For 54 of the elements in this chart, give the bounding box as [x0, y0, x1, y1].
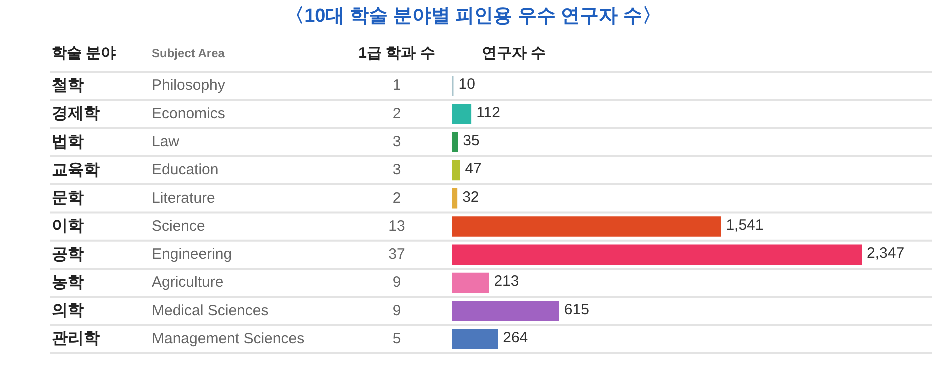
- bar: [452, 329, 498, 350]
- y-tick-label: 공학: [52, 246, 84, 264]
- data-label: 264: [503, 329, 528, 346]
- bar: [452, 104, 472, 124]
- bar: [452, 244, 862, 266]
- text: 학술 분야: [52, 45, 116, 62]
- text: 1: [392, 77, 402, 94]
- text: 5: [392, 330, 402, 348]
- text: Subject Area: [152, 46, 226, 60]
- text: 9: [392, 302, 402, 320]
- y-tick-label: 교육학: [52, 162, 100, 179]
- text: 3: [392, 133, 402, 150]
- y-tick-label: 철학: [52, 77, 84, 94]
- y-tick-label: 농학: [52, 274, 84, 292]
- text: Agriculture: [152, 274, 224, 292]
- text: Education: [152, 162, 219, 179]
- text: Literature: [152, 190, 216, 207]
- data-label: 615: [564, 301, 590, 318]
- bar: [452, 160, 460, 181]
- bar: [452, 301, 560, 322]
- text: Medical Sciences: [152, 302, 269, 320]
- text: 37: [388, 246, 406, 264]
- data-label: 32: [462, 188, 480, 206]
- chart-title: 〈10대 학술 분야별 피인용 우수 연구자 수〉: [284, 5, 662, 29]
- data-label: 2,347: [867, 245, 905, 262]
- bar: [452, 132, 458, 152]
- data-label: 47: [465, 160, 482, 178]
- text: 2: [392, 190, 402, 207]
- text: Engineering: [152, 246, 232, 264]
- data-label: 35: [463, 132, 480, 150]
- text: Economics: [152, 105, 226, 122]
- text: Law: [152, 133, 180, 150]
- text: 13: [388, 218, 406, 235]
- text: Management Sciences: [152, 330, 305, 348]
- data-label: 112: [476, 104, 500, 122]
- text: Science: [152, 218, 206, 235]
- data-label: 1,541: [726, 216, 764, 234]
- y-tick-label: 관리학: [52, 330, 100, 348]
- bar: [452, 188, 458, 209]
- data-label: 10: [458, 76, 476, 94]
- y-tick-label: 문학: [52, 190, 84, 208]
- data-label: 213: [494, 273, 520, 290]
- bar: [452, 272, 490, 294]
- text: 연구자 수: [482, 45, 546, 62]
- text: Philosophy: [152, 77, 226, 94]
- y-tick-label: 경제학: [52, 106, 100, 123]
- text: 9: [392, 274, 402, 292]
- bar: [452, 216, 722, 237]
- y-tick-label: 법학: [52, 134, 84, 151]
- text: 3: [392, 162, 402, 179]
- text: 1급 학과 수: [358, 45, 436, 62]
- text: 2: [392, 105, 402, 122]
- y-tick-label: 의학: [52, 302, 84, 320]
- y-tick-label: 이학: [52, 218, 84, 236]
